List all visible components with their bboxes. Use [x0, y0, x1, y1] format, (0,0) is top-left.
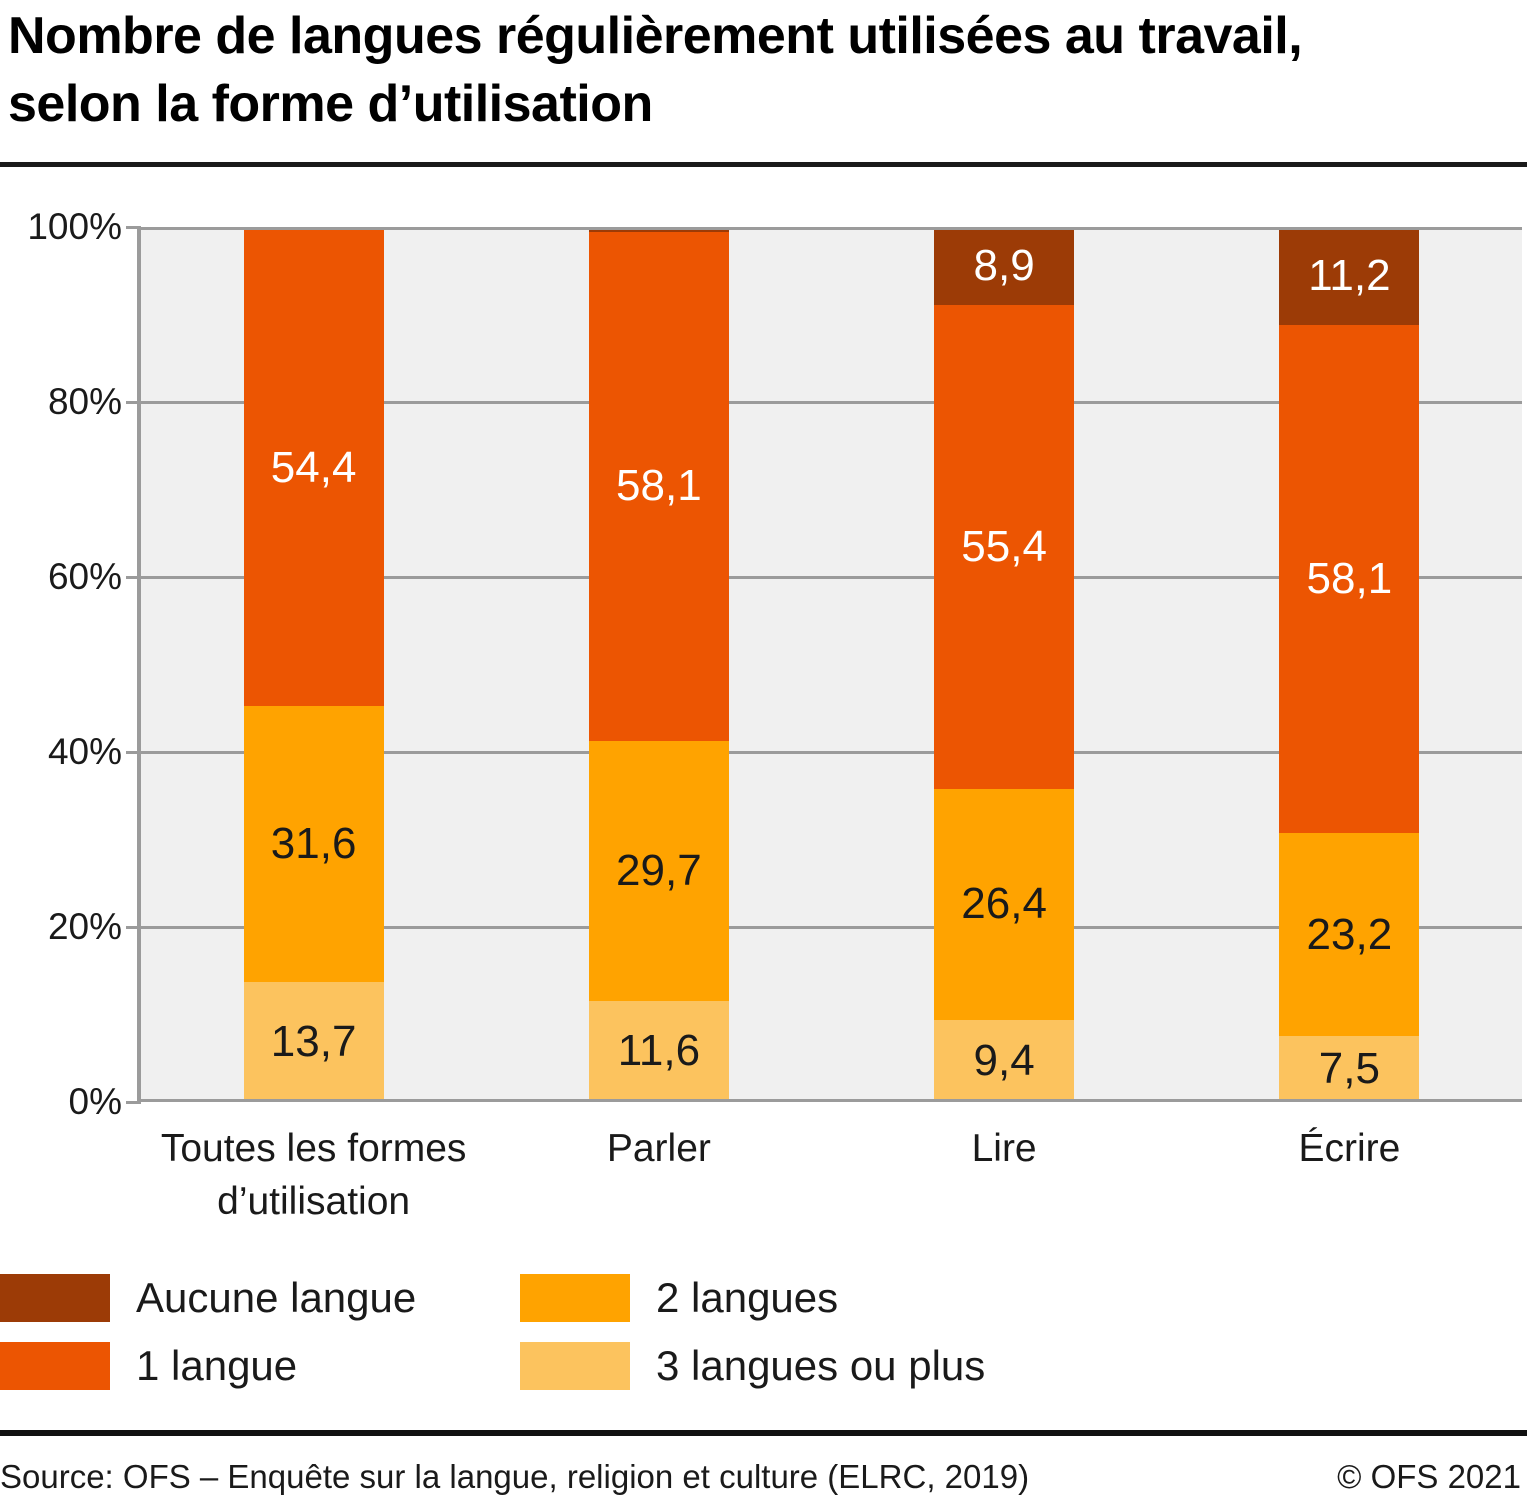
x-axis-label-line: Écrire	[1298, 1127, 1401, 1170]
legend-label-3-langues-ou-plus: 3 langues ou plus	[656, 1342, 986, 1389]
page-title-line2: selon la forme d’utilisation	[8, 75, 653, 133]
legend-item-aucune-langue: Aucune langue	[0, 1274, 520, 1322]
y-tick-60%	[126, 575, 141, 579]
footer: Source: OFS – Enquête sur la langue, rel…	[0, 1458, 1521, 1496]
bar-segment-2-langues: 31,6	[243, 705, 384, 983]
legend-label-2-langues: 2 langues	[656, 1274, 839, 1321]
copyright-note: © OFS 2021	[1337, 1458, 1521, 1495]
stacked-bar-toutes-les-formes-d-utilisation: 13,7 31,6 54,4	[243, 227, 384, 1102]
legend-swatch-2-langues	[520, 1274, 630, 1322]
page-title-line1: Nombre de langues régulièrement utilisée…	[8, 7, 1303, 65]
y-tick-label-40%: 40%	[47, 731, 122, 772]
y-tick-label-0%: 0%	[68, 1081, 122, 1122]
bar-columns: 13,7 31,6 54,4 11,6 29,7 58,1 9,4 26,4 55,4 8,9 7,…	[141, 227, 1522, 1102]
y-tick-0%	[126, 1100, 141, 1104]
bar-value-label: 55,4	[961, 521, 1047, 571]
gridline-60%	[141, 575, 1522, 579]
footer-divider	[0, 1430, 1527, 1436]
y-axis-labels: 0% 20% 40% 60% 80% 100%	[0, 206, 122, 1122]
y-tick-20%	[126, 925, 141, 929]
stacked-bar-parler: 11,6 29,7 58,1	[588, 227, 729, 1102]
bar-column-toutes-les-formes-d-utilisation: 13,7 31,6 54,4	[141, 227, 486, 1102]
y-tick-label-100%: 100%	[27, 206, 122, 247]
x-axis-label-lire: Lire	[832, 1122, 1177, 1228]
legend-item-2-langues: 2 langues	[520, 1274, 985, 1322]
x-axis-labels: Toutes les formes d’utilisation Parler Lire…	[141, 1122, 1522, 1228]
bar-value-label: 29,7	[616, 845, 702, 895]
x-axis-label-line: Lire	[971, 1127, 1037, 1170]
y-tick-40%	[126, 750, 141, 754]
bar-segment-aucune-langue: 8,9	[934, 227, 1075, 305]
x-axis-label-line: Parler	[606, 1127, 711, 1170]
stacked-bar-crire: 7,5 23,2 58,1 11,2	[1279, 227, 1420, 1102]
bar-segment-3-langues-ou-plus: 7,5	[1279, 1036, 1420, 1102]
gridline-100%	[141, 227, 1522, 230]
bar-value-label: 13,7	[270, 1017, 357, 1067]
y-axis-line	[137, 227, 141, 1102]
bar-value-label: 11,2	[1308, 251, 1391, 300]
legend-label-1-langue: 1 langue	[136, 1342, 298, 1389]
y-tick-80%	[126, 400, 141, 404]
y-tick-label-80%: 80%	[47, 381, 122, 422]
x-axis-label-crire: Écrire	[1177, 1122, 1522, 1228]
legend-swatch-aucune-langue	[0, 1274, 110, 1322]
gridline-80%	[141, 400, 1522, 404]
legend-item-1-langue: 1 langue	[0, 1342, 520, 1390]
y-tick-label-20%: 20%	[47, 906, 122, 947]
bar-segment-2-langues: 23,2	[1279, 833, 1420, 1037]
legend: Aucune langue 2 langues 1 langue 3 langues …	[0, 1264, 985, 1400]
bar-value-label: 26,4	[961, 879, 1047, 929]
gridline-40%	[141, 750, 1522, 754]
plot-area: 13,7 31,6 54,4 11,6 29,7 58,1 9,4 26,4 55,4 8,9 7,…	[141, 227, 1522, 1102]
bar-value-label: 31,6	[270, 818, 357, 868]
page-title: Nombre de langues régulièrement utilisée…	[8, 2, 1519, 138]
legend-swatch-1-langue	[0, 1342, 110, 1390]
bar-value-label: 23,2	[1306, 909, 1393, 959]
bar-column-crire: 7,5 23,2 58,1 11,2	[1177, 227, 1522, 1102]
bar-segment-3-langues-ou-plus: 11,6	[588, 1000, 729, 1102]
bar-segment-3-langues-ou-plus: 13,7	[243, 982, 384, 1102]
x-axis-label-line: d’utilisation	[217, 1180, 411, 1223]
bar-segment-2-langues: 26,4	[934, 789, 1075, 1020]
legend-item-3-langues-ou-plus: 3 langues ou plus	[520, 1342, 985, 1390]
gridline-20%	[141, 925, 1522, 929]
bar-segment-1-langue: 54,4	[243, 229, 384, 706]
bar-value-label: 8,9	[973, 240, 1035, 290]
bar-column-parler: 11,6 29,7 58,1	[486, 227, 831, 1102]
stacked-bar-lire: 9,4 26,4 55,4 8,9	[934, 227, 1075, 1102]
y-tick-label-60%: 60%	[47, 556, 122, 597]
stacked-bar-chart: 0% 20% 40% 60% 80% 100% 13,7 31,6 54,4 11,6 29,7 5…	[0, 206, 1527, 1223]
bar-segment-2-langues: 29,7	[588, 740, 729, 1001]
bar-value-label: 11,6	[617, 1026, 701, 1076]
source-note: Source: OFS – Enquête sur la langue, rel…	[0, 1458, 1030, 1495]
bar-value-label: 58,1	[616, 461, 702, 511]
gridline-0%	[141, 1099, 1522, 1102]
x-axis-label-line: Toutes les formes	[160, 1127, 467, 1170]
bar-column-lire: 9,4 26,4 55,4 8,9	[832, 227, 1177, 1102]
legend-swatch-3-langues-ou-plus	[520, 1342, 630, 1390]
bar-segment-1-langue: 55,4	[934, 304, 1075, 790]
bar-segment-1-langue: 58,1	[588, 232, 729, 741]
bar-segment-3-langues-ou-plus: 9,4	[934, 1019, 1075, 1102]
x-axis-label-toutes-les-formes-d-utilisation: Toutes les formes d’utilisation	[141, 1122, 486, 1228]
bar-segment-1-langue: 58,1	[1279, 325, 1420, 834]
title-divider	[0, 162, 1527, 167]
y-tick-100%	[126, 225, 141, 229]
bar-value-label: 7,5	[1318, 1044, 1380, 1094]
bar-segment-aucune-langue: 11,2	[1279, 227, 1420, 325]
x-axis-label-parler: Parler	[486, 1122, 831, 1228]
bar-value-label: 9,4	[973, 1035, 1035, 1085]
legend-label-aucune-langue: Aucune langue	[136, 1274, 417, 1321]
bar-value-label: 58,1	[1306, 554, 1393, 604]
bar-value-label: 54,4	[270, 442, 357, 492]
